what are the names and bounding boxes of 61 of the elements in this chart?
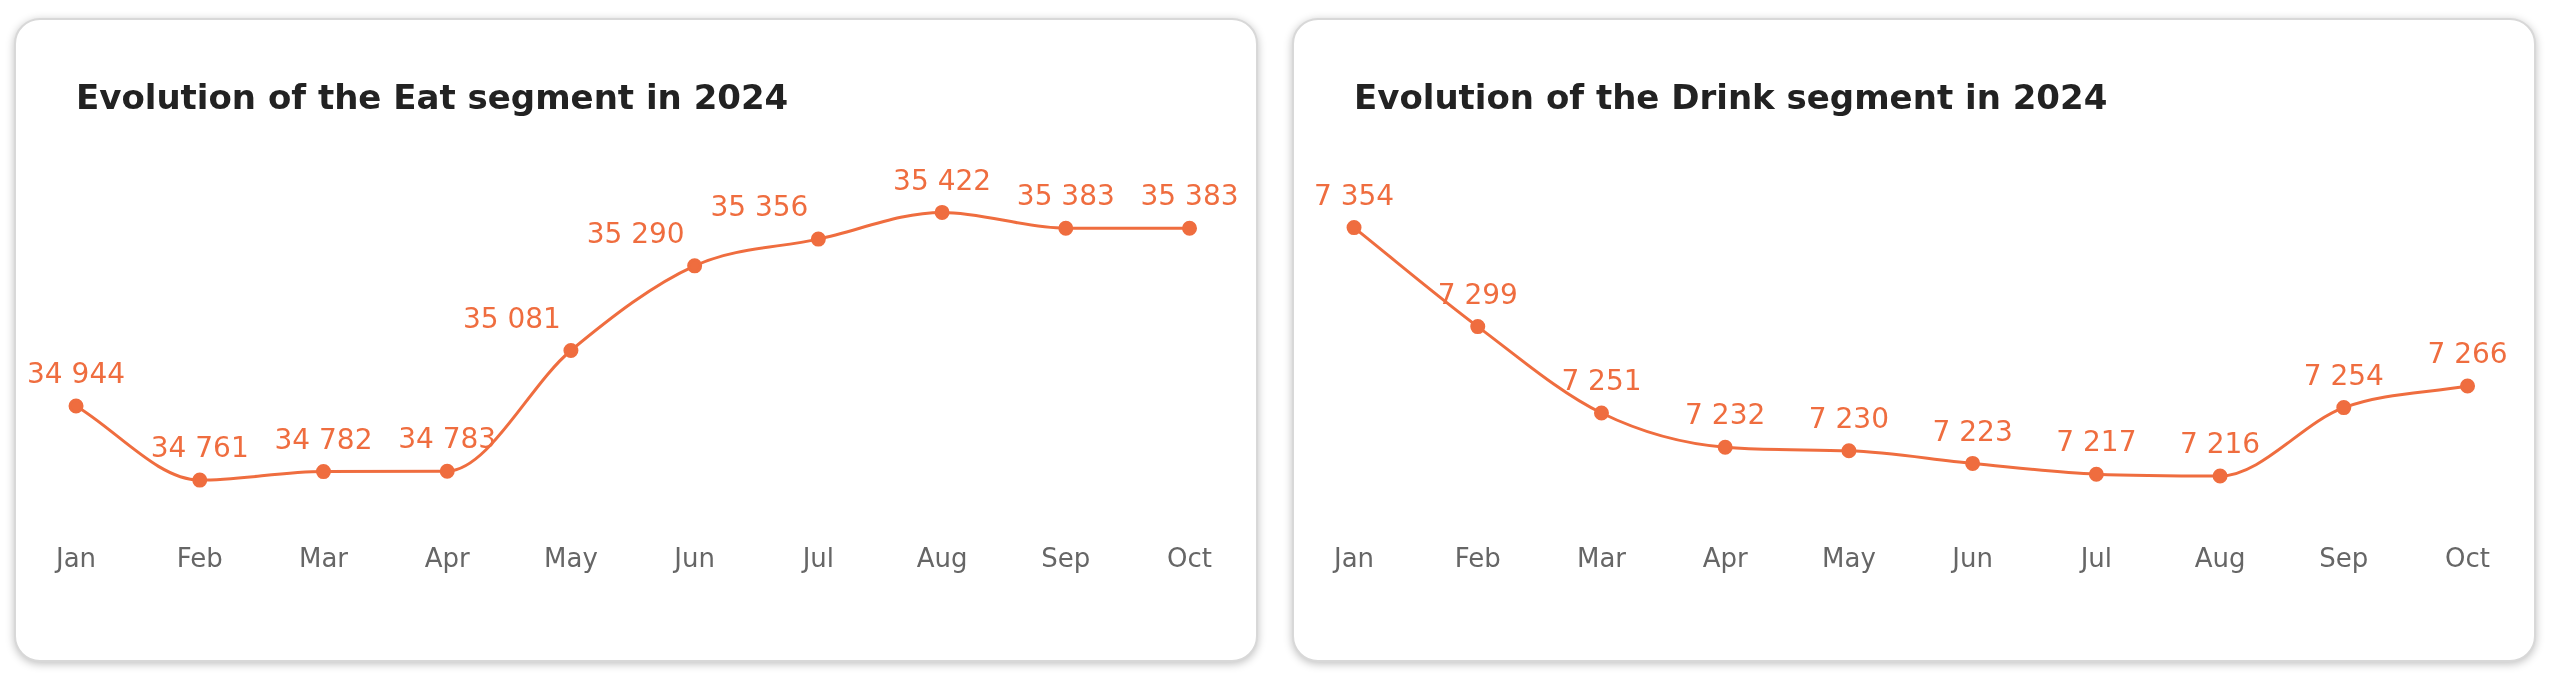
point	[810, 231, 826, 247]
data-label: 35 422	[893, 163, 992, 197]
x-tick-label: Oct	[2445, 543, 2491, 574]
data-label: 34 761	[150, 431, 249, 465]
x-tick-label: Jun	[1950, 543, 1993, 574]
point	[439, 463, 455, 479]
x-tick-label: Oct	[1167, 543, 1213, 574]
data-label: 7 251	[1561, 364, 1642, 398]
data-label: 34 944	[27, 357, 126, 391]
x-tick-label: Aug	[2194, 543, 2246, 574]
x-tick-label: Apr	[1702, 543, 1748, 574]
point	[687, 258, 703, 274]
point	[2460, 378, 2476, 394]
point	[1182, 220, 1198, 236]
point	[563, 343, 579, 358]
point	[2336, 400, 2352, 416]
point	[2088, 466, 2104, 482]
data-label: 35 081	[462, 301, 561, 335]
x-tick-label: Jul	[2078, 543, 2113, 574]
x-tick-label: Mar	[298, 543, 349, 574]
data-label: 34 783	[398, 422, 497, 456]
x-tick-label: Feb	[1454, 543, 1501, 574]
data-label: 7 216	[2180, 427, 2261, 461]
point	[1841, 443, 1857, 459]
data-label: 7 354	[1313, 178, 1395, 212]
x-tick-label: Feb	[176, 543, 223, 574]
point	[1058, 220, 1074, 236]
data-label: 7 217	[2056, 425, 2137, 459]
data-label: 34 782	[274, 422, 373, 456]
x-tick-label: May	[544, 543, 598, 574]
x-tick-label: Apr	[424, 543, 470, 574]
data-label: 7 254	[2303, 358, 2384, 392]
point	[934, 204, 950, 220]
point	[68, 398, 84, 414]
point	[192, 472, 208, 488]
data-label: 7 232	[1685, 398, 1766, 432]
x-tick-label: Jan	[53, 543, 97, 574]
data-label: 7 230	[1808, 402, 1890, 436]
x-tick-label: Sep	[2319, 543, 2369, 574]
x-tick-label: Jun	[672, 543, 715, 574]
x-tick-label: Sep	[1041, 543, 1091, 574]
point	[2212, 468, 2228, 484]
point	[1593, 405, 1609, 421]
point	[1717, 439, 1733, 455]
data-label: 35 383	[1016, 179, 1115, 213]
data-label: 35 356	[710, 190, 809, 224]
chart-title: Evolution of the Eat segment in 2024	[76, 77, 789, 118]
point	[1965, 455, 1981, 471]
x-tick-label: May	[1822, 543, 1876, 574]
point	[1346, 220, 1362, 236]
point	[315, 464, 331, 480]
x-tick-label: Jul	[800, 543, 835, 574]
data-label: 7 266	[2427, 337, 2508, 371]
x-tick-label: Jan	[1331, 543, 1375, 574]
data-label: 35 290	[586, 217, 685, 251]
data-label: 35 383	[1140, 179, 1239, 213]
chart-title: Evolution of the Drink segment in 2024	[1354, 77, 2108, 118]
point	[1470, 319, 1486, 335]
data-label: 7 223	[1932, 414, 2013, 448]
x-tick-label: Mar	[1576, 543, 1627, 574]
x-tick-label: Aug	[916, 543, 968, 574]
